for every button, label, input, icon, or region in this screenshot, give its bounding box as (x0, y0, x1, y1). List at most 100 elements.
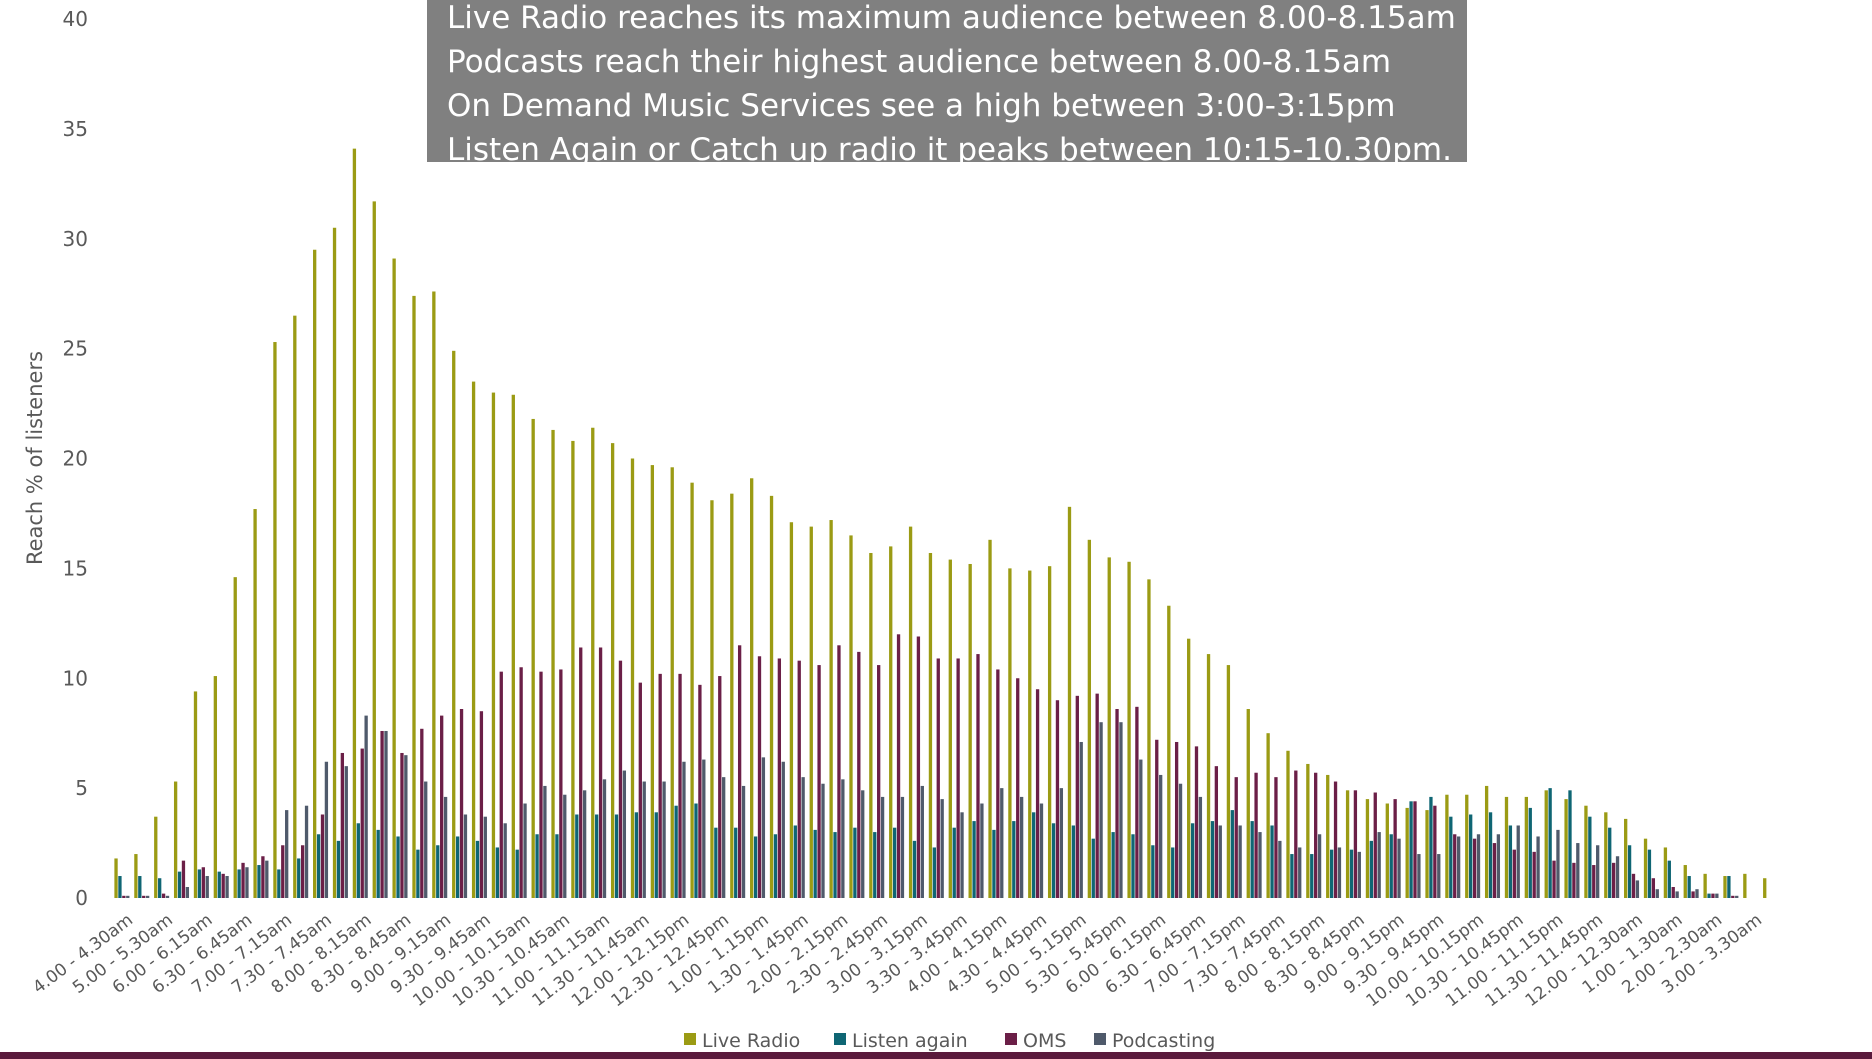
bar-oms (1035, 689, 1040, 898)
bar-live-radio (372, 201, 376, 898)
bar-live-radio (1067, 506, 1072, 898)
bar-listen-again (1548, 788, 1552, 899)
bar-listen-again (1449, 816, 1453, 898)
bar-oms (241, 862, 245, 898)
bar-podcasting (1675, 891, 1679, 898)
bar-listen-again (1727, 876, 1731, 898)
bar-oms (1214, 766, 1219, 898)
bar-podcasting (324, 761, 329, 898)
bar-listen-again (1588, 816, 1592, 898)
y-tick-label: 25 (63, 337, 88, 361)
bar-listen-again (1171, 847, 1175, 898)
bar-oms (1155, 739, 1159, 898)
bar-listen-again (1528, 807, 1532, 898)
y-axis-label: Reach % of listeners (23, 351, 47, 565)
bar-oms (1234, 777, 1238, 898)
bar-live-radio (1723, 876, 1727, 898)
bar-oms (1433, 805, 1437, 898)
bar-podcasting (205, 876, 209, 898)
bar-live-radio (1266, 733, 1270, 898)
bar-podcasting (1079, 741, 1083, 898)
bars (114, 148, 1767, 899)
bar-oms (1353, 790, 1358, 898)
bar-podcasting (1556, 829, 1560, 898)
bar-podcasting (1596, 845, 1600, 898)
bar-live-radio (1484, 785, 1489, 898)
bar-podcasting (1119, 722, 1123, 898)
bar-listen-again (1151, 845, 1155, 898)
bar-live-radio (1187, 638, 1191, 898)
bar-listen-again (455, 836, 460, 898)
bar-oms (1016, 678, 1020, 898)
bar-oms (618, 660, 623, 898)
bar-listen-again (734, 827, 738, 898)
bar-live-radio (213, 676, 218, 898)
bar-live-radio (968, 563, 972, 898)
bar-podcasting (1735, 895, 1739, 898)
bar-listen-again (436, 845, 440, 898)
bar-oms (1314, 772, 1318, 898)
bar-listen-again (1667, 860, 1671, 898)
legend-swatch (1094, 1033, 1106, 1045)
bar-oms (1651, 878, 1656, 898)
bar-live-radio (1763, 878, 1767, 898)
bar-oms (1512, 849, 1516, 898)
bar-listen-again (674, 805, 678, 898)
bar-live-radio (571, 440, 575, 898)
bar-listen-again (1409, 801, 1413, 898)
bar-live-radio (591, 427, 595, 898)
bar-oms (479, 711, 484, 898)
bar-oms (757, 656, 762, 898)
bar-listen-again (535, 834, 539, 898)
bar-oms (340, 752, 345, 898)
bar-oms (1373, 792, 1377, 898)
annotation-box: Live Radio reaches its maximum audience … (427, 0, 1467, 168)
bar-live-radio (1028, 570, 1032, 898)
bar-podcasting (702, 759, 706, 898)
bar-podcasting (404, 755, 408, 898)
bar-listen-again (356, 823, 360, 898)
bar-listen-again (1707, 893, 1711, 898)
bar-live-radio (889, 546, 893, 898)
bar-listen-again (694, 803, 698, 898)
bar-oms (281, 845, 285, 898)
bar-live-radio (750, 478, 754, 898)
bar-oms (1194, 746, 1199, 898)
bar-listen-again (575, 814, 579, 898)
bar-live-radio (650, 465, 655, 898)
bar-live-radio (273, 342, 277, 898)
bar-oms (122, 895, 126, 898)
bar-podcasting (980, 803, 984, 898)
bar-live-radio (1524, 796, 1529, 898)
bar-listen-again (654, 812, 658, 898)
legend-label: Podcasting (1112, 1030, 1215, 1052)
bar-podcasting (602, 779, 607, 898)
bar-listen-again (992, 829, 996, 898)
bar-listen-again (197, 869, 202, 898)
bar-oms (1095, 693, 1099, 898)
bar-oms (1115, 709, 1119, 898)
bar-listen-again (912, 840, 917, 898)
bar-live-radio (1683, 865, 1687, 898)
bar-oms (698, 684, 702, 898)
bar-listen-again (1310, 854, 1314, 898)
bar-podcasting (443, 796, 448, 898)
bar-live-radio (193, 691, 198, 898)
bar-podcasting (563, 794, 567, 898)
bar-live-radio (432, 291, 436, 898)
y-tick-label: 5 (75, 776, 88, 800)
bar-podcasting (1278, 840, 1282, 898)
bar-live-radio (1206, 654, 1211, 898)
bar-podcasting (761, 757, 766, 898)
bar-listen-again (1012, 821, 1016, 898)
bar-podcasting (1576, 843, 1580, 898)
bar-oms (360, 748, 364, 898)
bar-podcasting (801, 777, 805, 898)
bar-podcasting (1159, 774, 1163, 898)
bar-oms (1413, 801, 1417, 898)
bar-listen-again (1687, 876, 1691, 898)
y-tick-label: 10 (63, 666, 88, 690)
bar-listen-again (376, 829, 380, 898)
y-tick-label: 20 (63, 447, 88, 471)
